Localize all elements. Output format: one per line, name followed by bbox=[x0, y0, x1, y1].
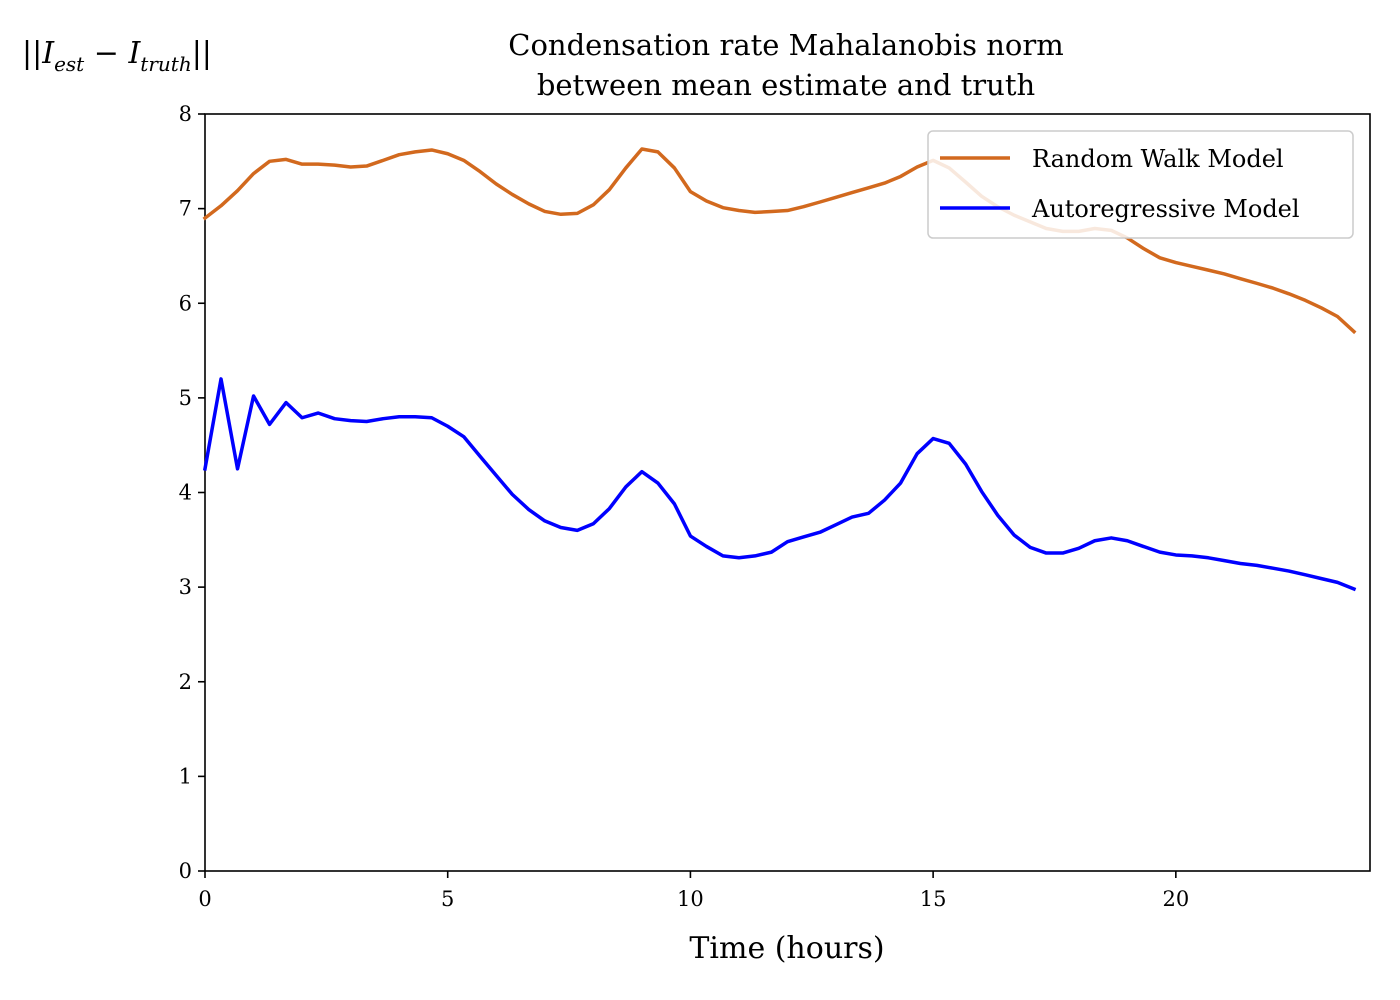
y-axis-label: ||Iest − Itruth|| bbox=[22, 36, 212, 76]
chart-title-line-2: between mean estimate and truth bbox=[537, 68, 1035, 102]
y-tick-label: 5 bbox=[179, 386, 192, 410]
y-tick-label: 1 bbox=[179, 764, 192, 788]
x-axis-label: Time (hours) bbox=[689, 931, 884, 966]
x-tick-label: 0 bbox=[198, 887, 211, 911]
y-tick-label: 8 bbox=[179, 102, 192, 126]
y-tick-label: 4 bbox=[179, 481, 192, 505]
legend: Random Walk Model Autoregressive Model bbox=[927, 130, 1354, 239]
x-tick-label: 15 bbox=[920, 887, 947, 911]
y-tick-label: 3 bbox=[179, 575, 192, 599]
x-tick-label: 20 bbox=[1162, 887, 1189, 911]
series-line-autoregressive bbox=[202, 377, 1357, 592]
y-tick-label: 2 bbox=[179, 670, 192, 694]
y-tick-label: 7 bbox=[179, 197, 192, 221]
y-tick-label: 6 bbox=[179, 291, 192, 315]
legend-label-autoregressive: Autoregressive Model bbox=[1031, 195, 1300, 223]
y-tick-label: 0 bbox=[179, 859, 192, 883]
series-lines bbox=[202, 147, 1357, 592]
y-axis-ticks: 0 1 2 3 4 5 6 7 8 bbox=[179, 102, 205, 883]
legend-label-random-walk: Random Walk Model bbox=[1032, 145, 1284, 173]
series-line-random-walk bbox=[202, 147, 1357, 335]
legend-box bbox=[927, 130, 1354, 239]
x-axis-ticks: 0 5 10 15 20 bbox=[198, 871, 1189, 911]
x-tick-label: 10 bbox=[677, 887, 704, 911]
chart-title-line-1: Condensation rate Mahalanobis norm bbox=[508, 28, 1063, 62]
x-tick-label: 5 bbox=[441, 887, 454, 911]
